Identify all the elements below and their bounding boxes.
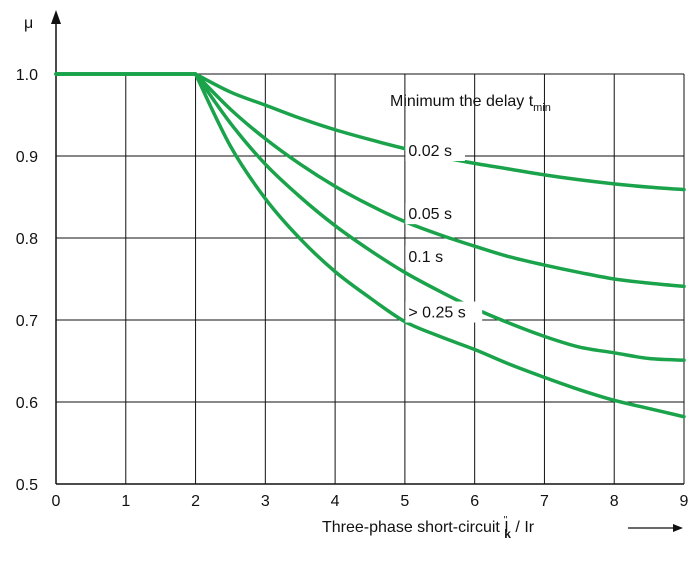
series-label-background (405, 301, 483, 323)
series-label: 0.05 s (408, 206, 452, 223)
series-group (54, 72, 686, 419)
grid (56, 73, 685, 484)
tick-labels: 0 1 2 3 4 5 6 7 8 9 0.5 0.6 0.7 0.8 0.9 1.0 (16, 67, 689, 510)
series-labels: 0.02 s 0.05 s 0.1 s > 0.25 s (405, 140, 483, 323)
x-tick-label: 7 (540, 493, 549, 510)
x-axis-label-tail: / Ir (511, 519, 535, 536)
axes (51, 10, 684, 485)
series-label-background (405, 140, 465, 161)
legend-title-main: Minimum the delay t (390, 93, 534, 110)
y-tick-label: 0.9 (16, 149, 38, 166)
y-tick-label: 0.8 (16, 231, 38, 248)
x-tick-label: 4 (331, 493, 340, 510)
x-axis-label-super: " (504, 515, 508, 526)
y-tick-label: 1.0 (16, 67, 38, 84)
series-label-background (405, 245, 457, 267)
x-tick-label: 5 (400, 493, 409, 510)
x-tick-label: 2 (191, 493, 200, 510)
series-line-2 (54, 72, 686, 362)
x-axis-label-sub: k (504, 527, 511, 541)
x-tick-label: 9 (680, 493, 689, 510)
x-tick-label: 3 (261, 493, 270, 510)
x-tick-label: 1 (121, 493, 130, 510)
series-label: 0.02 s (408, 143, 452, 160)
series-label: 0.1 s (408, 249, 443, 266)
series-line-1 (54, 72, 686, 289)
y-tick-label: 0.5 (16, 477, 38, 494)
series-label: > 0.25 s (408, 305, 465, 322)
x-axis-label: Three-phase short-circuit I" k / Ir (322, 515, 535, 541)
x-tick-label: 6 (470, 493, 479, 510)
y-axis-arrow-icon (51, 10, 61, 24)
x-tick-label: 8 (610, 493, 619, 510)
y-tick-label: 0.6 (16, 395, 38, 412)
legend-title-sub: min (533, 102, 551, 114)
series-line-3 (54, 72, 686, 419)
x-axis-label-main: Three-phase short-circuit I (322, 519, 509, 536)
series-line-0 (54, 72, 686, 192)
y-axis-label: μ (24, 15, 33, 32)
series-label-background (405, 203, 465, 225)
y-tick-label: 0.7 (16, 313, 38, 330)
x-tick-label: 0 (52, 493, 61, 510)
legend-title: Minimum the delay tmin (390, 93, 551, 114)
